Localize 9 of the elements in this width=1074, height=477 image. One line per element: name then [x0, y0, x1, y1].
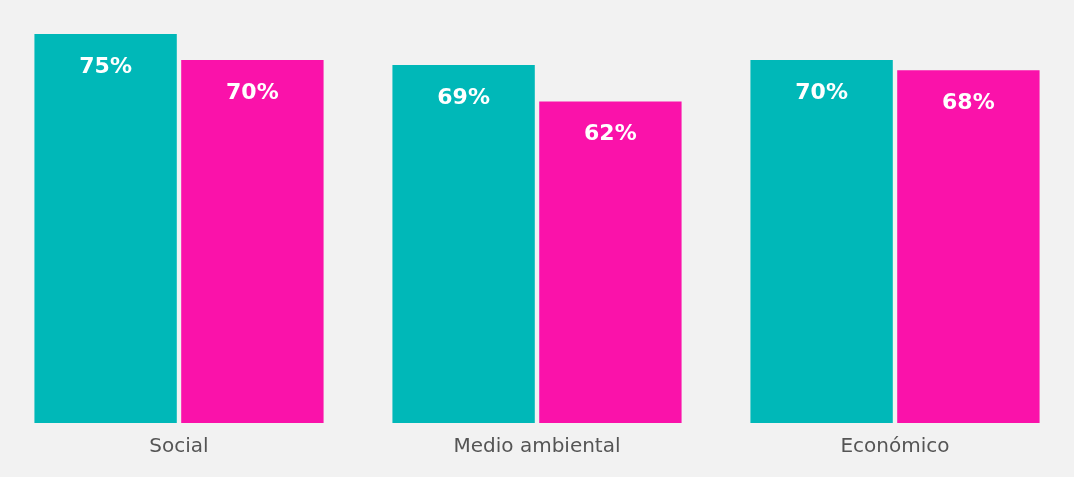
- data-label: 70%: [226, 78, 279, 104]
- data-label: 69%: [437, 83, 490, 109]
- data-label: 75%: [79, 52, 132, 78]
- x-tick-label: Social: [149, 433, 209, 458]
- data-label: 62%: [584, 120, 637, 146]
- data-label: 68%: [942, 88, 995, 114]
- x-tick-label: Económico: [840, 433, 950, 458]
- x-tick-label: Medio ambiental: [453, 433, 621, 458]
- data-label: 70%: [795, 78, 848, 104]
